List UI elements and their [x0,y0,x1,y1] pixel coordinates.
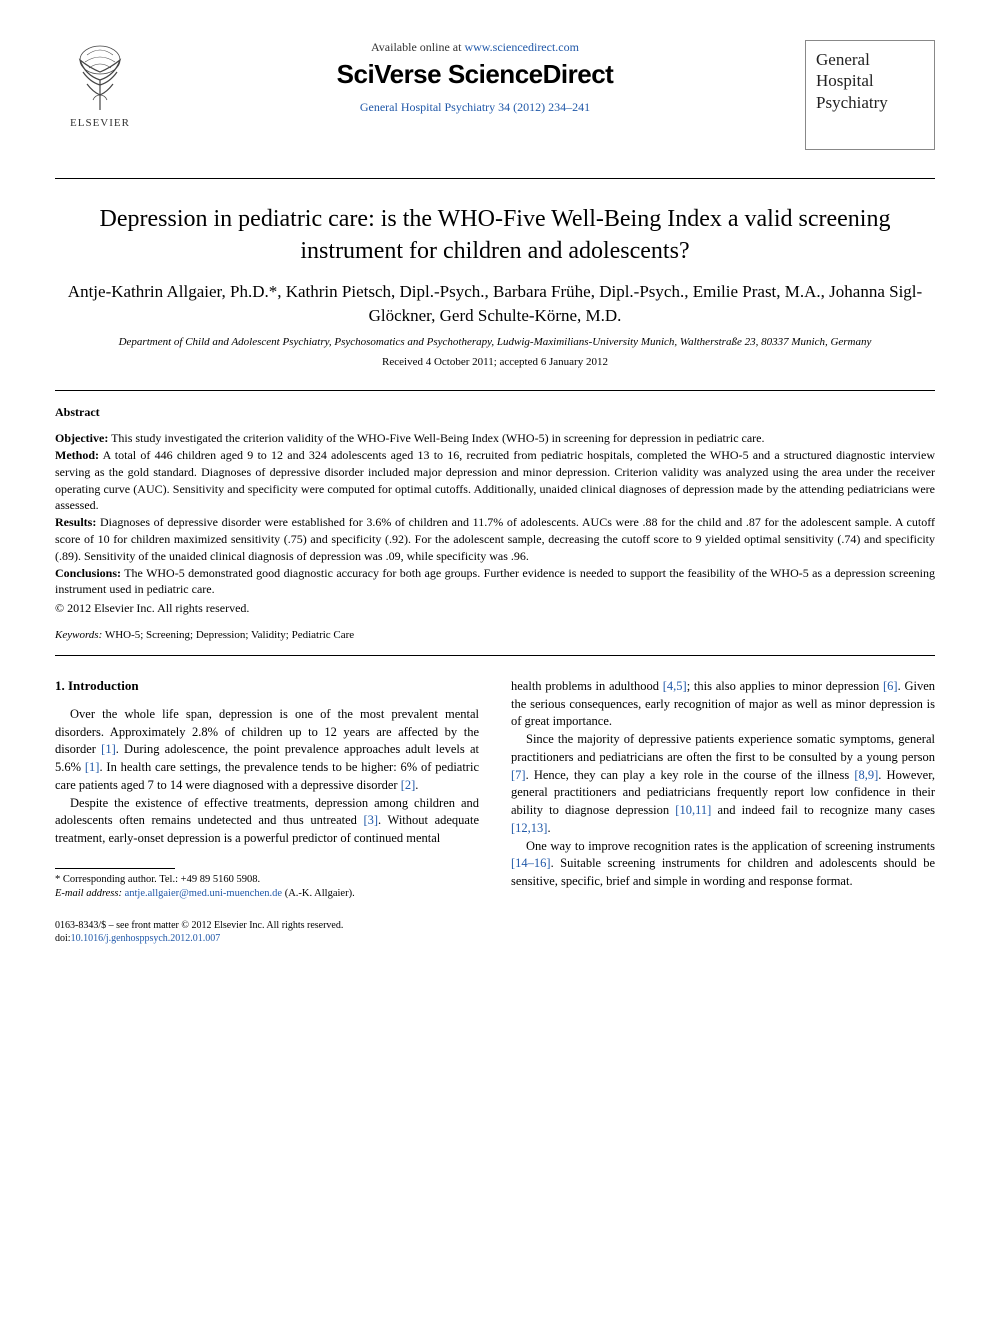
abstract-conclusions: Conclusions: The WHO-5 demonstrated good… [55,565,935,599]
elsevier-logo: ELSEVIER [55,40,145,129]
abstract-results: Results: Diagnoses of depressive disorde… [55,514,935,564]
header-rule [55,178,935,179]
elsevier-wordmark: ELSEVIER [70,117,130,129]
journal-cover-box: General Hospital Psychiatry [805,40,935,150]
email-line: E-mail address: antje.allgaier@med.uni-m… [55,887,479,901]
section-1-heading: 1. Introduction [55,678,479,694]
available-prefix: Available online at [371,40,464,54]
ref-1a[interactable]: [1] [101,742,116,756]
abstract-objective: Objective: This study investigated the c… [55,430,935,447]
footnotes: * Corresponding author. Tel.: +49 89 516… [55,873,479,901]
body-columns: 1. Introduction Over the whole life span… [55,678,935,945]
elsevier-tree-icon [65,40,135,115]
affiliation: Department of Child and Adolescent Psych… [55,335,935,350]
doi-value[interactable]: 10.1016/j.genhosppsych.2012.01.007 [71,933,221,944]
abstract-top-rule [55,390,935,391]
ref-6[interactable]: [6] [883,679,898,693]
email-suffix: (A.-K. Allgaier). [282,888,355,899]
article-dates: Received 4 October 2011; accepted 6 Janu… [55,356,935,368]
abstract-copyright: © 2012 Elsevier Inc. All rights reserved… [55,600,935,617]
intro-para-3: health problems in adulthood [4,5]; this… [511,678,935,731]
abstract-heading: Abstract [55,405,935,420]
intro-para-5: One way to improve recognition rates is … [511,838,935,891]
method-text: A total of 446 children aged 9 to 12 and… [55,448,935,512]
intro-para-4: Since the majority of depressive patient… [511,731,935,838]
intro-para-1: Over the whole life span, depression is … [55,706,479,795]
abstract-bottom-rule [55,655,935,656]
footnote-rule [55,868,175,869]
ref-8-9[interactable]: [8,9] [854,768,878,782]
issn-line: 0163-8343/$ – see front matter © 2012 El… [55,919,479,932]
doi-line: doi:10.1016/j.genhosppsych.2012.01.007 [55,932,479,945]
sciencedirect-url[interactable]: www.sciencedirect.com [464,40,579,54]
ref-7[interactable]: [7] [511,768,526,782]
keywords-label: Keywords: [55,629,102,641]
abstract-method: Method: A total of 446 children aged 9 t… [55,447,935,514]
ref-3[interactable]: [3] [363,813,378,827]
conclusions-label: Conclusions: [55,566,121,580]
doi-prefix: doi: [55,933,71,944]
left-column: 1. Introduction Over the whole life span… [55,678,479,945]
ref-4-5[interactable]: [4,5] [663,679,687,693]
journal-title-line-2: Hospital [816,70,924,91]
journal-title-line-3: Psychiatry [816,92,924,113]
conclusions-text: The WHO-5 demonstrated good diagnostic a… [55,566,935,597]
authors-list: Antje-Kathrin Allgaier, Ph.D.*, Kathrin … [55,280,935,328]
ref-1b[interactable]: [1] [85,760,100,774]
keywords-line: Keywords: WHO-5; Screening; Depression; … [55,629,935,641]
intro-left: Over the whole life span, depression is … [55,706,479,848]
keywords-text: WHO-5; Screening; Depression; Validity; … [102,629,354,641]
email-label: E-mail address: [55,888,122,899]
objective-text: This study investigated the criterion va… [108,431,764,445]
abstract-body: Objective: This study investigated the c… [55,430,935,617]
corresponding-author: * Corresponding author. Tel.: +49 89 516… [55,873,479,887]
available-online-text: Available online at www.sciencedirect.co… [165,40,785,55]
journal-citation[interactable]: General Hospital Psychiatry 34 (2012) 23… [165,100,785,115]
intro-para-2: Despite the existence of effective treat… [55,795,479,848]
right-column: health problems in adulthood [4,5]; this… [511,678,935,945]
journal-title-line-1: General [816,49,924,70]
method-label: Method: [55,448,99,462]
results-text: Diagnoses of depressive disorder were es… [55,515,935,563]
ref-14-16[interactable]: [14–16] [511,856,551,870]
ref-12-13[interactable]: [12,13] [511,821,547,835]
page-header: ELSEVIER Available online at www.science… [55,40,935,150]
sciverse-brand: SciVerse ScienceDirect [165,59,785,90]
intro-right: health problems in adulthood [4,5]; this… [511,678,935,891]
article-title: Depression in pediatric care: is the WHO… [55,203,935,268]
ref-10-11[interactable]: [10,11] [675,803,711,817]
issn-doi-block: 0163-8343/$ – see front matter © 2012 El… [55,919,479,945]
objective-label: Objective: [55,431,108,445]
ref-2[interactable]: [2] [401,778,416,792]
results-label: Results: [55,515,96,529]
corresponding-email[interactable]: antje.allgaier@med.uni-muenchen.de [125,888,282,899]
header-center: Available online at www.sciencedirect.co… [145,40,805,115]
